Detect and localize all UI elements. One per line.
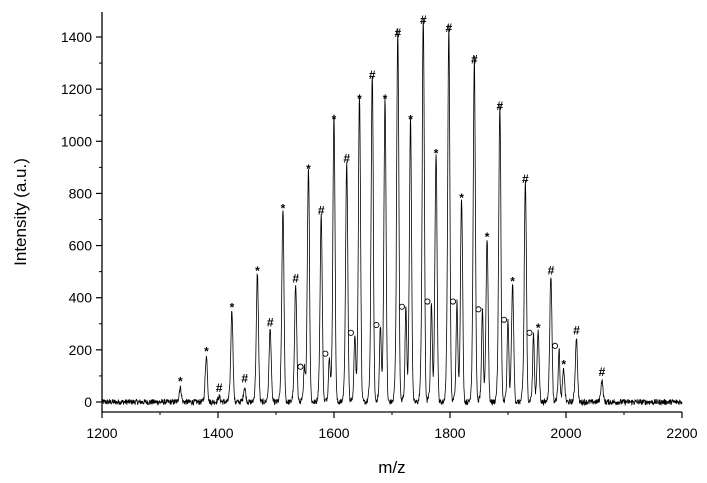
peak-marker-star: *: [383, 92, 388, 106]
y-tick-label: 800: [69, 185, 93, 201]
peak-marker-star: *: [230, 300, 235, 314]
peak-marker-star: *: [434, 147, 439, 161]
peak-marker-hash: #: [216, 381, 223, 395]
peak-marker-hash: #: [292, 271, 299, 285]
peak-marker-star: *: [459, 191, 464, 205]
y-tick-label: 1400: [61, 29, 92, 45]
peak-marker-star: *: [332, 113, 337, 127]
peak-marker-circle: [551, 342, 559, 349]
peak-marker-circle: [322, 350, 329, 357]
peak-marker-star: *: [255, 264, 260, 278]
peak-marker-star: *: [536, 321, 541, 335]
y-tick-label: 0: [84, 394, 92, 410]
peak-marker-hash: #: [369, 68, 376, 82]
x-axis-title: m/z: [378, 458, 405, 477]
y-tick-label: 600: [69, 238, 93, 254]
peak-marker-circle: [475, 306, 482, 313]
peak-marker-circle: [297, 363, 304, 370]
peak-marker-hash: #: [471, 52, 478, 66]
peak-marker-circle: [449, 298, 457, 305]
peak-marker-star: *: [408, 113, 413, 127]
peak-marker-hash: #: [497, 99, 504, 113]
peak-marker-hash: #: [343, 151, 350, 165]
peak-marker-hash: #: [522, 172, 529, 186]
peak-marker-circle: [373, 321, 380, 329]
spectrum-line: [101, 18, 683, 407]
y-tick-label: 400: [69, 290, 93, 306]
peak-marker-hash: #: [394, 26, 401, 40]
peak-marker-hash: #: [420, 13, 427, 27]
peak-marker-star: *: [357, 92, 362, 106]
peak-marker-star: *: [204, 345, 209, 359]
peak-marker-hash: #: [548, 263, 555, 277]
axes-group: [101, 12, 682, 413]
x-tick-label: 1400: [202, 425, 233, 441]
ticks-group: 1200 1400 1600 1800 2000 2200 0 200 400 600 800 100…: [61, 29, 698, 441]
peak-marker-star: *: [485, 230, 490, 244]
peak-marker-circle: [398, 303, 405, 310]
y-tick-label: 1000: [61, 133, 92, 149]
x-tick-label: 2000: [550, 425, 581, 441]
peak-marker-hash: #: [318, 204, 325, 218]
peak-marker-circle: [526, 329, 533, 336]
peak-marker-hash: #: [267, 316, 274, 330]
peak-marker-star: *: [306, 162, 311, 176]
peak-marker-circle: [500, 316, 508, 323]
peak-marker-hash: #: [445, 21, 452, 35]
y-axis-title: Intensity (a.u.): [11, 158, 30, 266]
peak-markers-group: * * # * # * # * # * # * # * # * # * # * # * # * # * # * # * # #: [178, 13, 606, 395]
peak-marker-star: *: [561, 358, 566, 372]
peak-marker-hash: #: [573, 323, 580, 337]
peak-marker-star: *: [281, 201, 286, 215]
peak-marker-circle: [424, 298, 431, 305]
x-tick-label: 1800: [434, 425, 465, 441]
peak-marker-hash: #: [241, 372, 248, 386]
peak-marker-star: *: [510, 274, 515, 288]
y-tick-label: 200: [69, 342, 93, 358]
peak-marker-hash: #: [599, 365, 606, 379]
peak-marker-star: *: [178, 375, 183, 389]
x-tick-label: 1600: [318, 425, 349, 441]
y-tick-label: 1200: [61, 81, 92, 97]
x-tick-label: 1200: [86, 425, 117, 441]
peak-marker-circle: [347, 329, 354, 336]
x-tick-label: 2200: [666, 425, 697, 441]
spectrum-line-group: [101, 18, 683, 407]
